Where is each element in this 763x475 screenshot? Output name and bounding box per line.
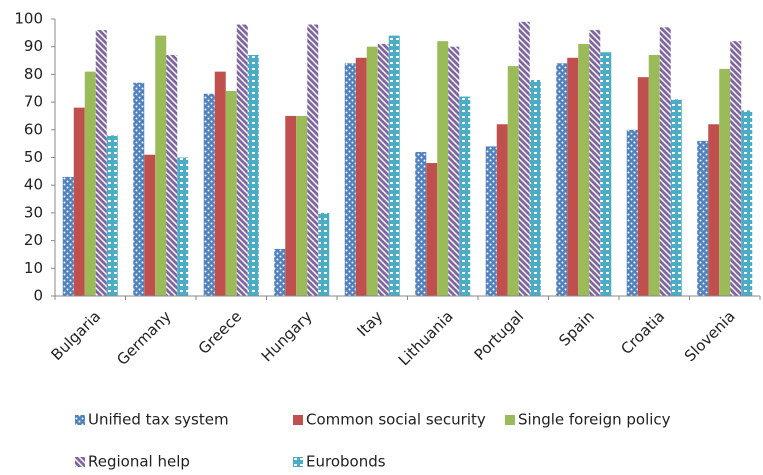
y-tick-label: 30 xyxy=(24,203,43,221)
y-tick-label: 40 xyxy=(24,176,43,194)
legend-label: Regional help xyxy=(88,453,190,471)
bar xyxy=(388,35,400,297)
x-tick-label: Portugal xyxy=(471,307,528,364)
bar xyxy=(659,27,671,297)
bar xyxy=(318,212,330,296)
bar xyxy=(274,248,286,296)
bar xyxy=(344,63,356,296)
bar xyxy=(589,30,601,297)
bar xyxy=(62,176,74,296)
x-tick-label: Bulgaria xyxy=(48,307,105,364)
bar xyxy=(448,46,460,297)
bar xyxy=(84,71,96,296)
bar xyxy=(708,124,720,296)
bar xyxy=(366,46,378,297)
bar xyxy=(415,151,427,296)
legend-swatch xyxy=(75,415,85,425)
y-tick-label: 70 xyxy=(24,93,43,111)
bar xyxy=(496,124,508,296)
bar xyxy=(155,35,167,297)
x-tick-label: Spain xyxy=(555,307,597,349)
bar xyxy=(225,91,237,297)
bar xyxy=(236,24,248,296)
y-tick-label: 80 xyxy=(24,65,43,83)
bar xyxy=(426,163,438,296)
bar xyxy=(626,129,638,296)
bar xyxy=(247,55,259,297)
y-tick-label: 0 xyxy=(33,287,43,305)
bar xyxy=(741,110,753,296)
x-tick-label: Slovenia xyxy=(681,307,739,365)
legend-label: Common social security xyxy=(306,411,486,429)
bar xyxy=(307,24,319,296)
bar xyxy=(459,96,471,296)
bar xyxy=(578,43,590,297)
bar xyxy=(637,77,649,296)
bar xyxy=(355,57,367,296)
bar xyxy=(73,107,85,296)
legend-label: Eurobonds xyxy=(306,453,386,471)
legend-label: Single foreign policy xyxy=(518,411,671,429)
y-tick-label: 50 xyxy=(24,148,43,166)
bar xyxy=(730,41,742,296)
bar xyxy=(556,63,568,296)
bar xyxy=(166,55,178,297)
bar xyxy=(177,157,189,296)
bar xyxy=(507,66,519,296)
x-tick-label: Greece xyxy=(195,307,245,357)
bar xyxy=(567,57,579,296)
legend-swatch xyxy=(293,415,303,425)
bar xyxy=(437,41,449,296)
bar xyxy=(518,21,530,297)
x-tick-label: Itay xyxy=(353,307,386,340)
y-tick-label: 60 xyxy=(24,120,43,138)
bar xyxy=(296,115,308,296)
x-tick-label: Hungary xyxy=(258,307,316,365)
bar xyxy=(133,82,145,297)
legend-swatch xyxy=(505,415,515,425)
legend-label: Unified tax system xyxy=(88,411,229,429)
legend-swatch xyxy=(75,457,85,467)
bar xyxy=(719,68,731,296)
x-tick-label: Germany xyxy=(113,307,175,369)
x-tick-label: Lithuania xyxy=(395,307,457,369)
bar xyxy=(600,52,612,296)
bar xyxy=(377,43,389,297)
bar xyxy=(485,146,497,296)
bar xyxy=(285,115,297,296)
bar xyxy=(214,71,226,296)
bar xyxy=(670,99,682,296)
bar xyxy=(648,55,660,297)
x-tick-label: Croatia xyxy=(617,307,668,358)
bar xyxy=(95,30,107,297)
bar xyxy=(144,154,156,296)
y-tick-label: 90 xyxy=(24,37,43,55)
y-tick-label: 20 xyxy=(24,231,43,249)
y-tick-label: 10 xyxy=(24,259,43,277)
bar xyxy=(106,135,118,296)
y-tick-label: 100 xyxy=(14,10,43,28)
legend-swatch xyxy=(293,457,303,467)
bar xyxy=(529,79,541,296)
bar xyxy=(697,140,709,296)
bar xyxy=(203,93,215,296)
